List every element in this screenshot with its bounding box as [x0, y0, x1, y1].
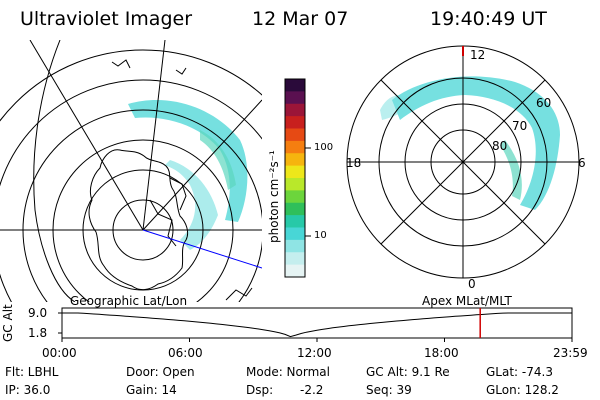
colorbar-cell — [285, 116, 305, 129]
mlt-label-6: 6 — [578, 156, 586, 170]
colorbar-cell — [285, 227, 305, 241]
colorbar-cell — [285, 153, 305, 167]
colorbar-cell — [285, 128, 305, 142]
magnetic-map — [346, 45, 580, 279]
coastline — [88, 149, 189, 291]
colorbar-unit-label: photon cm⁻²s⁻¹ — [267, 150, 281, 243]
glat-info: GLat: -74.3 — [486, 365, 553, 379]
image-date: 12 Mar 07 — [252, 8, 349, 30]
timeline-ylabel: GC Alt — [1, 304, 15, 342]
gc-alt-info: GC Alt: 9.1 Re — [366, 365, 450, 379]
colorbar-cell — [285, 79, 305, 92]
dsp-value: -2.2 — [300, 383, 324, 397]
colorbar-cell — [285, 215, 305, 228]
mode-info: Mode: Normal — [246, 365, 330, 379]
colorbar — [284, 78, 311, 278]
mlt-label-12: 12 — [470, 48, 486, 62]
seq-info: Seq: 39 — [366, 383, 412, 397]
sun-direction-line — [142, 229, 262, 269]
timeline-ymax: 9.0 — [28, 306, 48, 320]
timeline-tick-1200: 12:00 — [297, 346, 332, 360]
colorbar-cell — [285, 264, 305, 278]
mlt-label-0: 0 — [468, 277, 476, 291]
ip-info: IP: 36.0 — [5, 383, 51, 397]
filter-info: Flt: LBHL — [5, 365, 59, 379]
colorbar-cell — [285, 140, 305, 154]
right-aurora — [380, 76, 560, 210]
timeline-tick-0600: 06:00 — [168, 346, 203, 360]
geographic-caption: Geographic Lat/Lon — [70, 294, 188, 308]
mlat-label-80: 80 — [492, 139, 508, 153]
colorbar-cell — [285, 91, 305, 105]
colorbar-cell — [285, 202, 305, 216]
colorbar-cell — [285, 239, 305, 253]
left-aurora — [128, 100, 248, 250]
timeline-tick-0000: 00:00 — [42, 346, 77, 360]
altitude-curve — [62, 312, 572, 338]
dsp-label: Dsp: — [246, 383, 274, 397]
apex-caption: Apex MLat/MLT — [422, 294, 512, 308]
glon-info: GLon: 128.2 — [486, 383, 559, 397]
colorbar-cell — [285, 178, 305, 191]
mlat-label-70: 70 — [512, 119, 528, 133]
door-info: Door: Open — [126, 365, 195, 379]
instrument-title: Ultraviolet Imager — [20, 8, 193, 30]
altitude-timeline — [58, 307, 573, 342]
colorbar-cell — [285, 252, 305, 266]
colorbar-tick-100: 100 — [314, 142, 334, 153]
colorbar-cell — [285, 103, 305, 117]
timeline-tick-1800: 18:00 — [424, 346, 459, 360]
mlat-label-60: 60 — [536, 96, 552, 110]
gain-info: Gain: 14 — [126, 383, 177, 397]
geographic-map — [0, 40, 262, 302]
colorbar-cell — [285, 165, 305, 179]
colorbar-tick-10: 10 — [314, 230, 327, 241]
colorbar-cell — [285, 190, 305, 204]
mlt-label-18: 18 — [346, 156, 362, 170]
image-time: 19:40:49 UT — [430, 8, 547, 30]
timeline-ymin: 1.8 — [28, 326, 48, 340]
timeline-tick-2359: 23:59 — [553, 346, 588, 360]
